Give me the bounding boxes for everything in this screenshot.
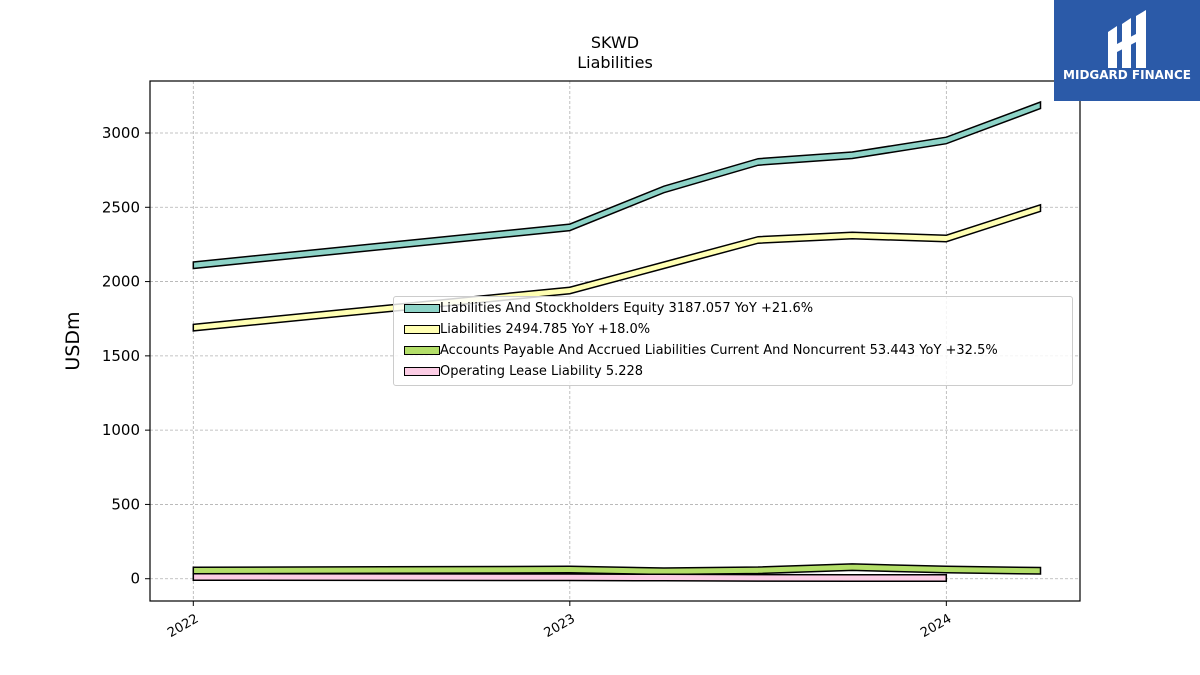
y-tick-label: 1500	[102, 347, 140, 365]
legend-label: Operating Lease Liability 5.228	[440, 364, 644, 379]
series-band	[192, 563, 1042, 576]
y-axis-label: USDm	[62, 311, 84, 370]
legend-swatch	[404, 304, 440, 313]
y-tick-label: 0	[130, 570, 140, 588]
legend-label: Accounts Payable And Accrued Liabilities…	[440, 343, 998, 358]
logo-mark-icon	[1108, 10, 1146, 68]
plot-frame	[149, 80, 1081, 602]
chart-title: SKWD	[590, 33, 640, 52]
legend-item: Liabilities 2494.785 YoY +18.0%	[394, 320, 1072, 340]
brand-logo: MIDGARD FINANCE	[1054, 0, 1200, 101]
x-tick-label: 2024	[918, 611, 954, 641]
legend-item: Liabilities And Stockholders Equity 3187…	[394, 299, 1072, 319]
chart-subtitle: Liabilities	[577, 53, 653, 72]
series-layer	[192, 100, 1042, 582]
y-tick-label: 500	[111, 495, 140, 513]
y-tick-label: 2000	[102, 273, 140, 291]
x-tick-label: 2022	[165, 611, 201, 641]
y-tick-label: 1000	[102, 421, 140, 439]
legend-label: Liabilities 2494.785 YoY +18.0%	[440, 322, 651, 337]
legend-item: Accounts Payable And Accrued Liabilities…	[394, 341, 1072, 361]
series-band	[192, 100, 1042, 270]
legend-swatch	[404, 346, 440, 355]
legend-swatch	[404, 325, 440, 334]
legend-label: Liabilities And Stockholders Equity 3187…	[440, 301, 814, 316]
series-band	[192, 203, 1042, 332]
y-tick-label: 3000	[102, 124, 140, 142]
legend: Liabilities And Stockholders Equity 3187…	[393, 296, 1073, 386]
logo-text: MIDGARD FINANCE	[1063, 68, 1191, 82]
legend-item: Operating Lease Liability 5.228	[394, 362, 1072, 382]
x-tick-label: 2023	[542, 611, 578, 641]
legend-swatch	[404, 367, 440, 376]
y-tick-label: 2500	[102, 198, 140, 216]
series-band	[192, 572, 948, 582]
